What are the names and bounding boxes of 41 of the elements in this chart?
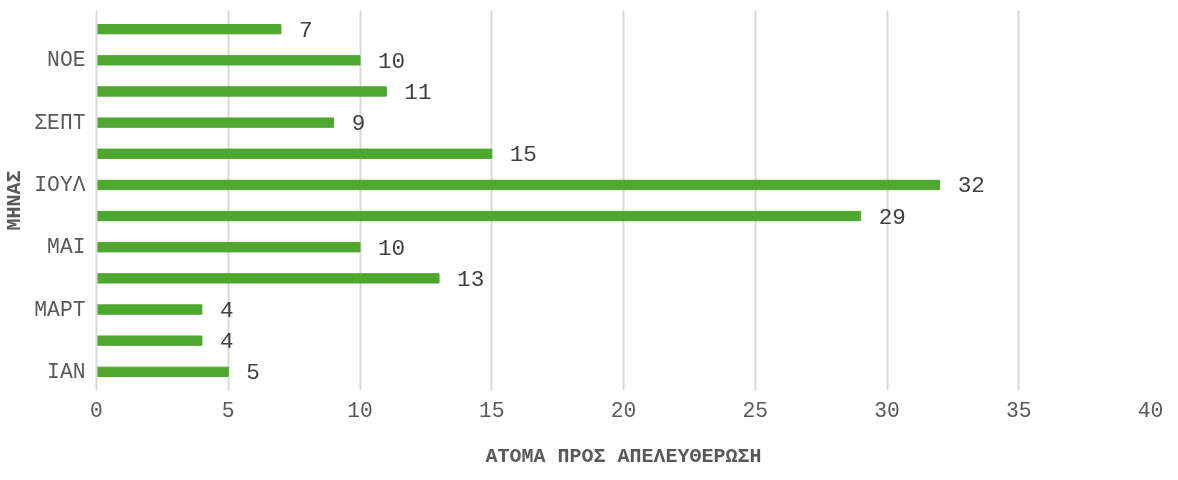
bar (96, 304, 203, 315)
y-tick-label: ΙΟΥΛ (34, 172, 86, 197)
x-tick-label: 30 (874, 398, 900, 423)
bar (96, 273, 440, 284)
data-label: 10 (378, 235, 406, 262)
x-tick-label: 15 (478, 398, 505, 423)
data-label: 11 (404, 79, 432, 106)
data-label: 5 (246, 360, 260, 387)
bar (96, 86, 387, 97)
x-tick-label: 20 (610, 398, 637, 423)
data-label: 15 (509, 142, 537, 169)
data-label: 4 (219, 329, 234, 356)
y-tick-label: ΝΟΕ (47, 48, 86, 73)
x-tick-label: 40 (1137, 398, 1164, 423)
x-tick-label: 35 (1005, 398, 1032, 423)
x-tick-label: 5 (221, 398, 235, 423)
bar (96, 335, 203, 346)
data-label: 29 (878, 204, 906, 231)
y-tick-label: ΜΑΡΤ (34, 297, 86, 322)
x-tick-label: 0 (90, 398, 103, 423)
data-label: 4 (219, 298, 234, 325)
bar (96, 179, 941, 191)
data-label: 10 (378, 48, 406, 75)
bar (96, 242, 361, 253)
data-label: 32 (957, 173, 985, 200)
bar (96, 210, 862, 222)
bar (96, 24, 282, 35)
bar (96, 117, 335, 128)
bar (96, 366, 229, 377)
y-axis-title: ΜΗΝΑΣ (3, 170, 27, 231)
x-axis-title: ΑΤΟΜΑ ΠΡΟΣ ΑΠΕΛΕΥΘΕΡΩΣΗ (485, 444, 762, 468)
y-tick-label: ΜΑΙ (47, 235, 86, 260)
data-label: 7 (298, 17, 313, 44)
x-tick-label: 25 (742, 398, 769, 423)
data-label: 9 (351, 111, 366, 138)
bar (96, 148, 493, 159)
x-tick-label: 10 (347, 398, 373, 423)
y-tick-label: ΣΕΠΤ (34, 110, 86, 135)
data-label: 13 (457, 266, 485, 293)
y-tick-label: ΙΑΝ (47, 359, 86, 384)
bar (96, 55, 361, 66)
